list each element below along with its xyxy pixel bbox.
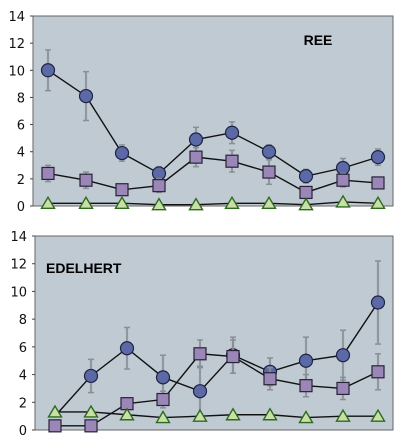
square-point [299,379,313,393]
square-point [336,381,350,396]
triangle-point [114,195,130,209]
triangle-series-line [55,411,378,419]
triangle-point [370,408,386,422]
triangle-point [335,408,351,422]
triangle-point [83,404,99,418]
chart-panel-ree: 0 2 4 6 8 10 12 14 REE [8,10,394,215]
circle-point [40,63,56,78]
chart-panel-edelhert: 0 2 4 6 8 10 12 14 EDELHERT [10,230,394,439]
y-tick-label: 0 [19,424,27,439]
square-point [371,365,385,379]
triangle-point [188,197,204,211]
triangle-point [298,410,314,424]
circle-series-line [47,69,379,177]
y-tick-label: 0 [17,200,25,215]
triangle-point [225,407,241,421]
square-point [115,183,129,197]
square-point [336,173,350,187]
square-point [225,154,239,168]
plot-area [34,235,394,431]
square-point [48,419,62,433]
y-tick-label: 8 [19,313,27,328]
square-point [193,347,207,361]
triangle-point [151,197,167,211]
circle-point [370,295,386,310]
circle-point [78,88,94,104]
circle-point [188,132,204,147]
y-tick-label: 6 [17,119,25,134]
circle-point [114,145,130,161]
triangle-point [192,408,208,422]
triangle-point [119,407,135,421]
plot-area [32,15,394,207]
circle-point [224,125,240,140]
square-point [226,349,240,364]
triangle-point [335,194,351,208]
circle-point [119,341,135,356]
circle-point [335,160,351,176]
triangle-point [40,195,56,209]
circle-point [298,169,314,184]
circle-point [151,166,167,181]
y-tick-label: 10 [10,285,27,300]
square-point [41,166,55,181]
triangle-point [262,407,278,421]
y-tick-label: 8 [17,91,25,106]
square-point [371,176,385,190]
square-point [262,165,276,179]
triangle-point [155,410,171,424]
triangle-point [224,195,240,209]
triangle-series-line [48,201,379,206]
square-point [299,185,313,200]
square-point [189,150,203,164]
y-tick-label: 12 [10,258,27,273]
circle-point [155,370,171,385]
square-series-line [55,353,379,427]
triangle-point [298,197,314,211]
triangle-point [370,195,386,209]
triangle-point [78,195,94,209]
panel-title-ree: REE [304,32,333,48]
y-tick-label: 14 [8,10,25,25]
y-tick-label: 6 [19,341,27,356]
panel-title-edelhert: EDELHERT [46,260,122,276]
circle-point [370,150,386,165]
square-point [156,392,170,407]
square-point [79,173,93,187]
circle-point [192,384,208,399]
square-point [263,372,277,386]
circle-point [83,368,99,384]
square-point [152,179,166,193]
y-tick-label: 4 [17,146,25,161]
square-point [84,419,98,433]
triangle-point [261,195,277,209]
y-tick-label: 12 [8,37,25,52]
triangle-point [47,404,63,418]
circle-point [298,353,314,368]
square-series-line [47,156,379,194]
y-tick-label: 2 [17,173,25,188]
y-tick-label: 14 [10,230,27,245]
circle-point [335,348,351,363]
y-tick-label: 4 [19,369,27,384]
circle-point [261,144,277,159]
circle-series-line [54,302,379,417]
y-tick-label: 10 [8,64,25,79]
y-tick-label: 2 [19,396,27,411]
